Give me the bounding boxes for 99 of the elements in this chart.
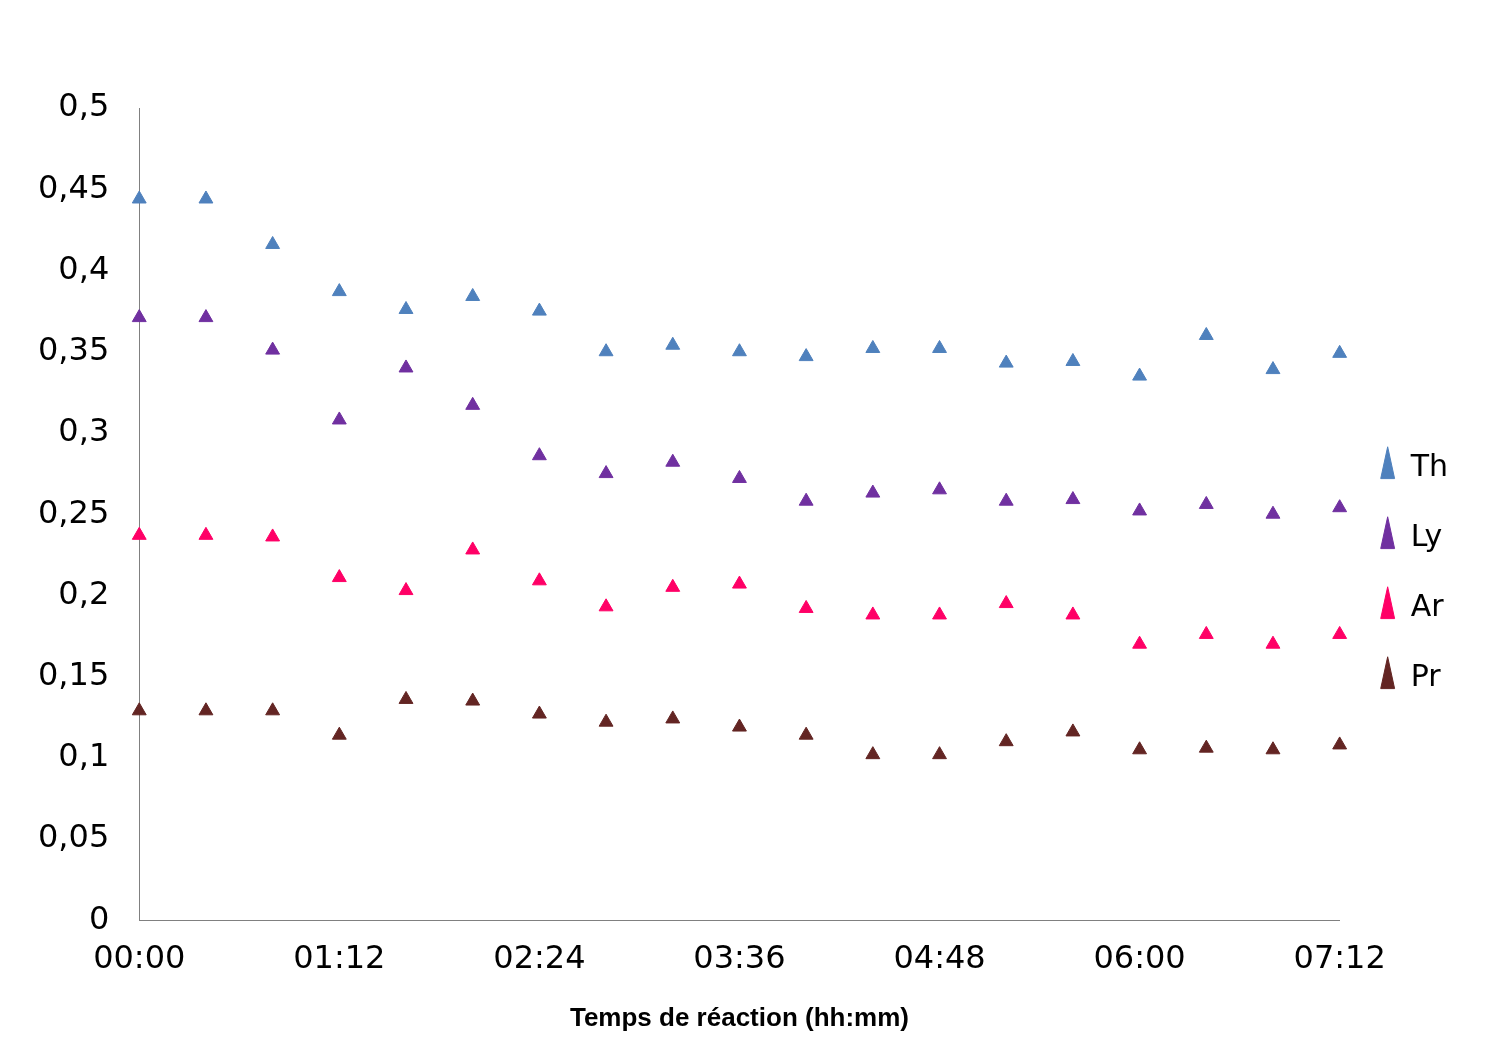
point: [131, 309, 147, 323]
point: [865, 484, 881, 498]
point: [265, 341, 281, 355]
point: [1065, 723, 1081, 737]
point: [865, 606, 881, 620]
point: [798, 348, 814, 362]
y-tick-label: 0,35: [38, 330, 110, 369]
point: [598, 343, 614, 357]
point: [1265, 741, 1281, 755]
point: [665, 336, 681, 350]
point: [265, 702, 281, 716]
x-axis-title: Temps de réaction (hh:mm): [569, 1001, 909, 1032]
point: [1065, 606, 1081, 620]
point: [798, 599, 814, 613]
point: [265, 235, 281, 249]
point: [1265, 505, 1281, 519]
point: [998, 733, 1014, 747]
point: [331, 569, 347, 583]
point: [798, 492, 814, 506]
point: [732, 718, 747, 732]
point: [932, 481, 947, 495]
point: [732, 575, 747, 589]
point: [531, 447, 547, 461]
point: [932, 746, 947, 760]
y-tick-label: 0,25: [38, 492, 110, 531]
point: [1132, 502, 1148, 516]
point: [331, 726, 347, 740]
x-tick-label: 04:48: [893, 937, 986, 976]
point: [331, 283, 347, 297]
point: [732, 343, 747, 357]
point: [1332, 736, 1348, 750]
point: [131, 702, 147, 716]
point: [1132, 367, 1148, 381]
point: [665, 453, 681, 467]
point: [998, 492, 1014, 506]
x-tick-label: 07:12: [1293, 937, 1386, 976]
point: [998, 354, 1014, 368]
point: [131, 526, 147, 540]
x-tick-label: 03:36: [693, 937, 786, 976]
point: [398, 359, 414, 373]
y-tick-label: 0: [88, 898, 110, 937]
point: [932, 339, 947, 353]
point: [865, 339, 881, 353]
point: [398, 582, 414, 596]
y-tick-label: 0,3: [58, 411, 110, 450]
point: [1332, 499, 1348, 513]
point: [732, 469, 747, 483]
point: [198, 309, 214, 323]
legend-label: Ar: [1410, 587, 1445, 623]
point: [531, 302, 547, 316]
x-tick-label: 00:00: [93, 937, 186, 976]
point: [465, 692, 481, 706]
y-tick-label: 0,45: [38, 167, 110, 206]
point: [531, 705, 547, 719]
point: [398, 300, 414, 314]
point: [1265, 361, 1281, 375]
point: [598, 598, 614, 612]
point: [198, 526, 214, 540]
point: [1198, 326, 1214, 340]
point: [1332, 344, 1348, 358]
point: [798, 726, 814, 740]
point: [131, 190, 147, 204]
point: [1065, 491, 1081, 505]
y-tick-label: 0,2: [58, 573, 110, 612]
point: [1132, 741, 1148, 755]
legend-label: Ly: [1410, 517, 1443, 553]
x-tick-label: 02:24: [493, 937, 586, 976]
point: [665, 710, 681, 724]
x-tick-label: 01:12: [293, 937, 386, 976]
point: [465, 541, 481, 555]
point: [598, 713, 614, 727]
point: [865, 746, 881, 760]
point: [1265, 635, 1281, 649]
point: [932, 606, 947, 620]
point: [998, 595, 1014, 609]
legend-label: Pr: [1410, 657, 1442, 693]
point: [531, 572, 547, 586]
y-tick-label: 0,4: [58, 248, 110, 287]
x-tick-label: 06:00: [1093, 937, 1186, 976]
y-tick-label: 0,05: [38, 817, 110, 856]
y-tick-label: 0,5: [58, 86, 110, 125]
point: [1332, 625, 1348, 639]
point: [598, 465, 614, 479]
point: [1198, 739, 1214, 753]
point: [1198, 495, 1214, 509]
point: [1065, 352, 1081, 366]
point: [331, 411, 347, 425]
point: [1132, 635, 1148, 649]
point: [398, 690, 414, 704]
point: [198, 190, 214, 204]
point: [665, 578, 681, 592]
point: [265, 528, 281, 542]
legend-label: Th: [1409, 447, 1448, 483]
point: [465, 396, 481, 410]
y-tick-label: 0,15: [38, 654, 110, 693]
point: [1198, 625, 1214, 639]
y-tick-label: 0,1: [58, 736, 110, 775]
point: [198, 702, 214, 716]
point: [465, 287, 481, 301]
